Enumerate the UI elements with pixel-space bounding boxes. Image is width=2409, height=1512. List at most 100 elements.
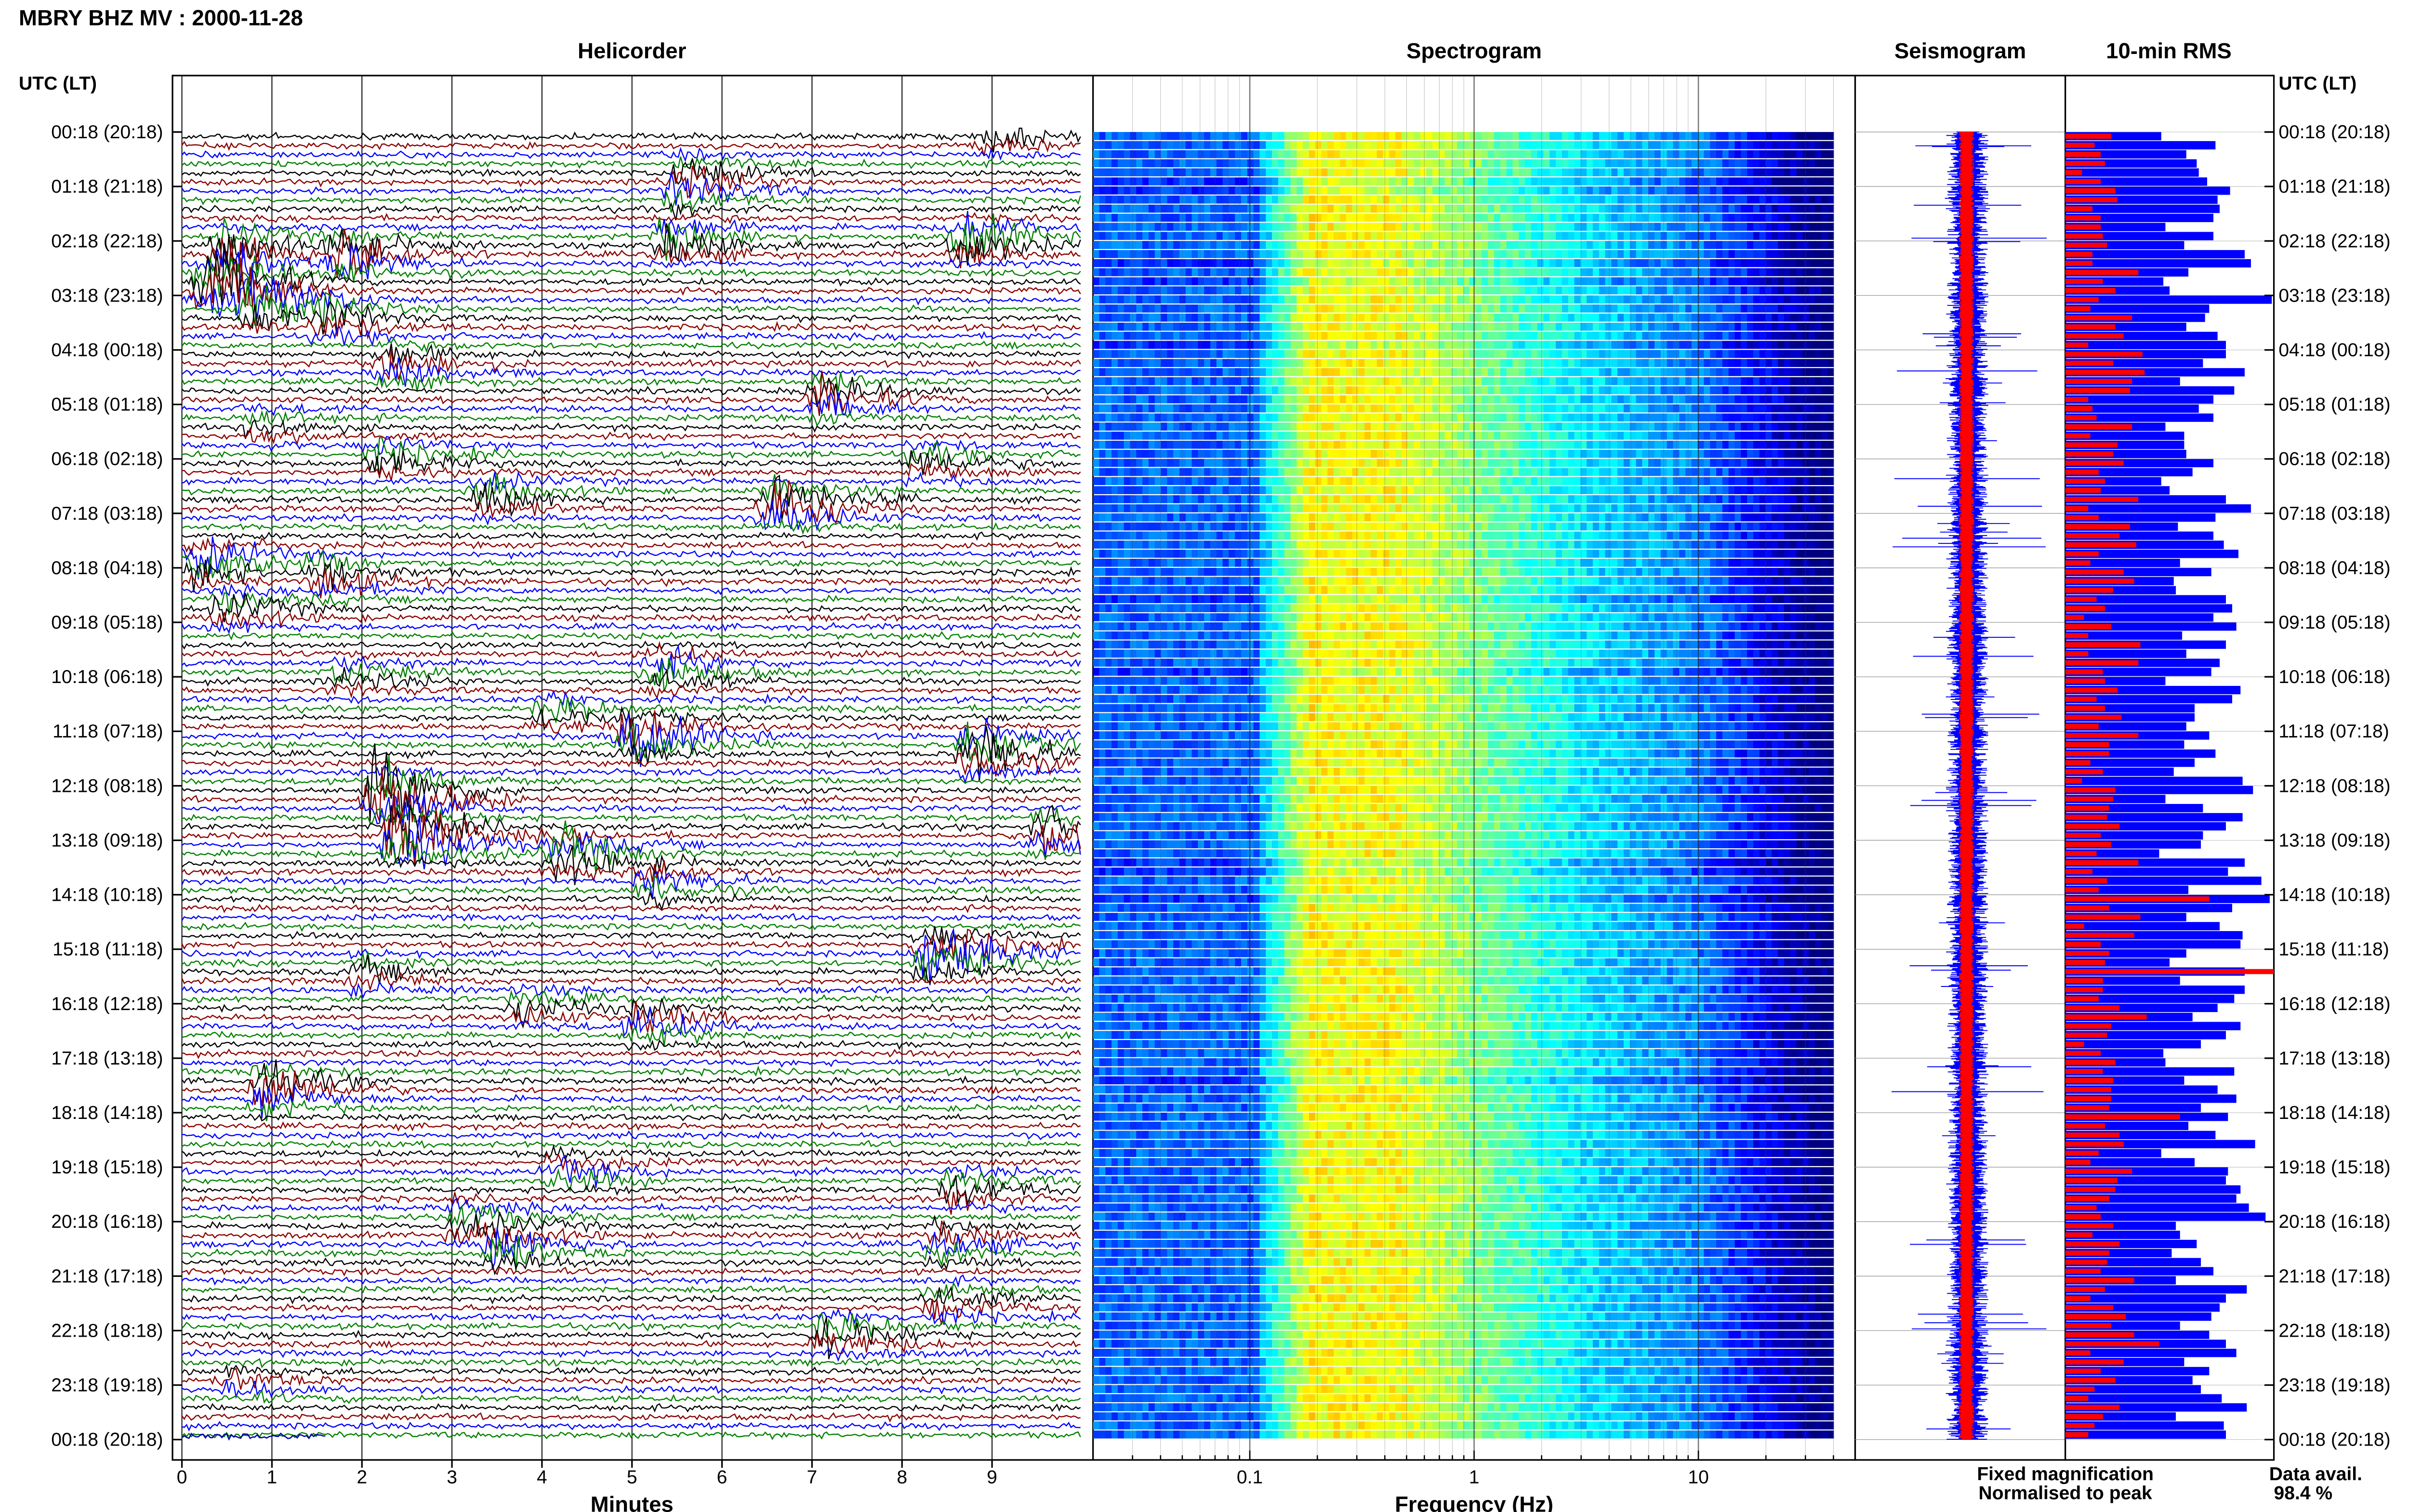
spectrogram-cell bbox=[1444, 441, 1452, 449]
spectrogram-cell bbox=[1599, 295, 1606, 303]
spectrogram-cell bbox=[1734, 486, 1742, 494]
spectrogram-cell bbox=[1401, 159, 1408, 168]
spectrogram-cell bbox=[1685, 459, 1692, 467]
spectrogram-cell bbox=[1377, 432, 1384, 440]
spectrogram-cell bbox=[1130, 404, 1137, 413]
spectrogram-cell bbox=[1685, 204, 1692, 213]
spectrogram-cell bbox=[1722, 468, 1729, 476]
spectrogram-cell bbox=[1623, 404, 1630, 413]
spectrogram-cell bbox=[1370, 422, 1377, 431]
spectrogram-cell bbox=[1691, 322, 1698, 331]
spectrogram-cell bbox=[1377, 232, 1384, 240]
spectrogram-cell bbox=[1377, 277, 1384, 286]
spectrogram-cell bbox=[1179, 159, 1186, 168]
spectrogram-cell bbox=[1167, 468, 1174, 476]
spectrogram-cell bbox=[1210, 286, 1217, 295]
spectrogram-cell bbox=[1556, 304, 1562, 313]
spectrogram-cell bbox=[1568, 168, 1575, 177]
spectrogram-cell bbox=[1568, 259, 1575, 267]
spectrogram-cell bbox=[1253, 422, 1260, 431]
spectrogram-cell bbox=[1112, 168, 1118, 177]
spectrogram-cell bbox=[1383, 441, 1390, 449]
spectrogram-cell bbox=[1469, 223, 1476, 231]
spectrogram-cell bbox=[1765, 241, 1773, 249]
spectrogram-cell bbox=[1253, 232, 1260, 240]
spectrogram-cell bbox=[1173, 468, 1180, 476]
spectrogram-cell bbox=[1506, 441, 1513, 449]
spectrogram-cell bbox=[1660, 341, 1668, 349]
spectrogram-cell bbox=[1377, 331, 1384, 340]
spectrogram-cell bbox=[1592, 359, 1600, 367]
spectrogram-cell bbox=[1278, 177, 1285, 185]
spectrogram-cell bbox=[1549, 259, 1557, 267]
spectrogram-cell bbox=[1339, 204, 1347, 213]
spectrogram-cell bbox=[1334, 141, 1340, 149]
spectrogram-cell bbox=[1444, 259, 1452, 267]
spectrogram-cell bbox=[1747, 314, 1754, 322]
helicorder-trace bbox=[181, 202, 1081, 221]
spectrogram-cell bbox=[1334, 259, 1340, 267]
spectrogram-cell bbox=[1136, 377, 1143, 385]
spectrogram-cell bbox=[1185, 413, 1192, 422]
spectrogram-cell bbox=[1426, 468, 1433, 476]
spectrogram-cell bbox=[1161, 186, 1168, 195]
spectrogram-cell bbox=[1710, 241, 1717, 249]
spectrogram-cell bbox=[1259, 377, 1267, 385]
spectrogram-cell bbox=[1173, 213, 1180, 222]
spectrogram-cell bbox=[1568, 295, 1575, 303]
spectrogram-cell bbox=[1204, 359, 1211, 367]
spectrogram-cell bbox=[1112, 413, 1118, 422]
spectrogram-cell bbox=[1611, 196, 1618, 204]
spectrogram-cell bbox=[1407, 468, 1415, 476]
spectrogram-cell bbox=[1173, 168, 1180, 177]
spectrogram-cell bbox=[1364, 395, 1371, 404]
spectrogram-cell bbox=[1358, 259, 1365, 267]
spectrogram-cell bbox=[1673, 322, 1680, 331]
helicorder-trace bbox=[181, 1189, 1081, 1215]
spectrogram-cell bbox=[1697, 132, 1705, 140]
spectrogram-cell bbox=[1796, 350, 1803, 358]
helicorder-trace bbox=[181, 243, 1081, 286]
spectrogram-cell bbox=[1395, 449, 1402, 458]
spectrogram-cell bbox=[1796, 304, 1803, 313]
spectrogram-cell bbox=[1414, 232, 1421, 240]
spectrogram-cell bbox=[1734, 422, 1742, 431]
spectrogram-cell bbox=[1457, 368, 1464, 376]
spectrogram-cell bbox=[1130, 314, 1137, 322]
spectrogram-cell bbox=[1216, 223, 1223, 231]
spectrogram-cell bbox=[1383, 350, 1390, 358]
spectrogram-cell bbox=[1247, 259, 1254, 267]
spectrogram-cell bbox=[1741, 377, 1748, 385]
spectrogram-cell bbox=[1358, 341, 1365, 349]
spectrogram-cell bbox=[1765, 277, 1773, 286]
spectrogram-cell bbox=[1210, 241, 1217, 249]
spectrogram-cell bbox=[1389, 395, 1396, 404]
spectrogram-cell bbox=[1821, 213, 1828, 222]
spectrogram-cell bbox=[1259, 186, 1267, 195]
spectrogram-cell bbox=[1556, 168, 1562, 177]
spectrogram-cell bbox=[1728, 422, 1735, 431]
spectrogram-cell bbox=[1623, 441, 1630, 449]
spectrogram-cell bbox=[1494, 359, 1501, 367]
spectrogram-cell bbox=[1112, 377, 1118, 385]
spectrogram-cell bbox=[1827, 213, 1834, 222]
spectrogram-cell bbox=[1377, 422, 1384, 431]
spectrogram-cell bbox=[1167, 477, 1174, 485]
spectrogram-cell bbox=[1697, 295, 1705, 303]
spectrogram-cell bbox=[1358, 368, 1365, 376]
spectrogram-cell bbox=[1124, 168, 1131, 177]
spectrogram-cell bbox=[1574, 368, 1581, 376]
spectrogram-cell bbox=[1451, 386, 1458, 394]
spectrogram-cell bbox=[1679, 241, 1686, 249]
spectrogram-cell bbox=[1204, 150, 1211, 158]
helicorder-trace bbox=[182, 1153, 1081, 1175]
spectrogram-cell bbox=[1685, 341, 1692, 349]
spectrogram-cell bbox=[1334, 486, 1340, 494]
spectrogram-cell bbox=[1525, 468, 1532, 476]
spectrogram-cell bbox=[1475, 250, 1482, 258]
spectrogram-cell bbox=[1309, 232, 1316, 240]
spectrogram-cell bbox=[1303, 331, 1310, 340]
spectrogram-cell bbox=[1587, 350, 1593, 358]
spectrogram-cell bbox=[1728, 268, 1735, 276]
spectrogram-cell bbox=[1278, 314, 1285, 322]
